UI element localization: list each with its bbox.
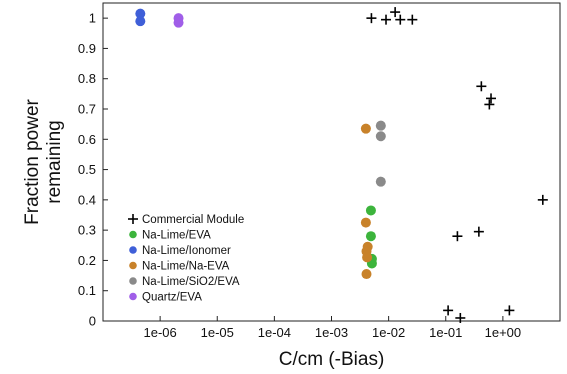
y-tick-label: 0.7 — [78, 102, 96, 117]
x-tick-label: 1e-05 — [201, 325, 234, 340]
y-tick-label: 0.4 — [78, 192, 96, 207]
data-point-commercial-module — [443, 305, 454, 316]
legend-label-na-lime-eva: Na-Lime/EVA — [142, 230, 211, 242]
data-point-commercial-module — [452, 231, 463, 242]
legend-label-na-lime-na-eva: Na-Lime/Na-EVA — [142, 261, 230, 273]
x-tick-label: 1e-06 — [144, 325, 177, 340]
legend-label-commercial-module: Commercial Module — [142, 214, 244, 226]
legend-marker-na-lime-eva — [129, 230, 137, 239]
data-point-commercial-module — [390, 7, 401, 18]
data-point-commercial-module — [484, 99, 495, 110]
x-axis-label: C/cm (-Bias) — [279, 349, 385, 370]
y-tick-label: 0.9 — [78, 41, 96, 56]
data-point-quartz-eva — [173, 17, 184, 28]
data-point-commercial-module — [407, 14, 418, 25]
y-tick-label: 0 — [89, 314, 96, 329]
y-axis-label-text: Fraction powerremaining — [22, 99, 65, 225]
legend-marker-na-lime-sio2-eva — [129, 277, 137, 285]
data-point-na-lime-na-eva — [360, 123, 371, 134]
y-axis-ticks: 0 0.1 0.2 0.3 0.4 0.5 0.6 0.7 0.8 0.9 1 — [78, 11, 108, 329]
x-axis-ticks: 1e-06 1e-05 1e-04 1e-03 1e-02 1e-01 1e+00 — [144, 316, 522, 340]
data-point-commercial-module — [455, 312, 466, 323]
y-tick-label: 1 — [89, 11, 96, 26]
data-point-commercial-module — [537, 194, 548, 205]
data-point-commercial-module — [504, 305, 515, 316]
x-tick-label: 1e-01 — [429, 325, 462, 340]
y-tick-label: 0.6 — [78, 132, 96, 147]
data-point-na-lime-ionomer — [135, 16, 146, 27]
data-points — [135, 7, 548, 323]
data-point-commercial-module — [366, 13, 377, 24]
data-point-commercial-module — [486, 93, 497, 104]
y-tick-label: 0.2 — [78, 253, 96, 268]
y-axis-label-line: Fraction power — [22, 99, 43, 225]
y-tick-label: 0.5 — [78, 162, 96, 177]
legend-label-na-lime-ionomer: Na-Lime/Ionomer — [142, 245, 231, 257]
data-point-commercial-module — [476, 81, 487, 92]
legend-label-quartz-eva: Quartz/EVA — [142, 292, 202, 304]
data-point-na-lime-eva — [365, 231, 376, 242]
data-point-na-lime-sio2-eva — [375, 131, 386, 142]
legend-marker-na-lime-na-eva — [129, 261, 137, 270]
y-tick-label: 0.8 — [78, 71, 96, 86]
data-point-commercial-module — [395, 14, 406, 25]
x-tick-label: 1e+00 — [485, 325, 522, 340]
y-tick-label: 0.1 — [78, 283, 96, 298]
data-point-na-lime-eva — [365, 205, 376, 216]
data-point-commercial-module — [473, 226, 484, 237]
y-axis-label: Fraction powerremaining — [22, 99, 65, 225]
y-axis-label-line: remaining — [44, 120, 65, 203]
legend-marker-na-lime-ionomer — [129, 246, 137, 254]
data-point-na-lime-na-eva — [361, 269, 372, 280]
data-point-na-lime-ionomer — [135, 8, 146, 19]
data-point-na-lime-na-eva — [360, 217, 371, 228]
data-point-na-lime-sio2-eva — [375, 176, 386, 187]
legend-marker-commercial-module — [128, 214, 138, 224]
axes — [102, 2, 561, 322]
x-tick-label: 1e-02 — [372, 325, 405, 340]
legend-label-na-lime-sio2-eva: Na-Lime/SiO2/EVA — [142, 276, 240, 288]
data-point-na-lime-sio2-eva — [375, 120, 386, 131]
legend: Commercial Module Na-Lime/EVA Na-Lime/Iono… — [128, 214, 244, 304]
data-point-commercial-module — [381, 14, 392, 25]
x-tick-label: 1e-03 — [315, 325, 348, 340]
plot-frame — [102, 2, 561, 322]
y-tick-label: 0.3 — [78, 223, 96, 238]
x-tick-label: 1e-04 — [258, 325, 291, 340]
legend-marker-quartz-eva — [129, 292, 137, 301]
data-point-na-lime-na-eva — [362, 252, 373, 263]
